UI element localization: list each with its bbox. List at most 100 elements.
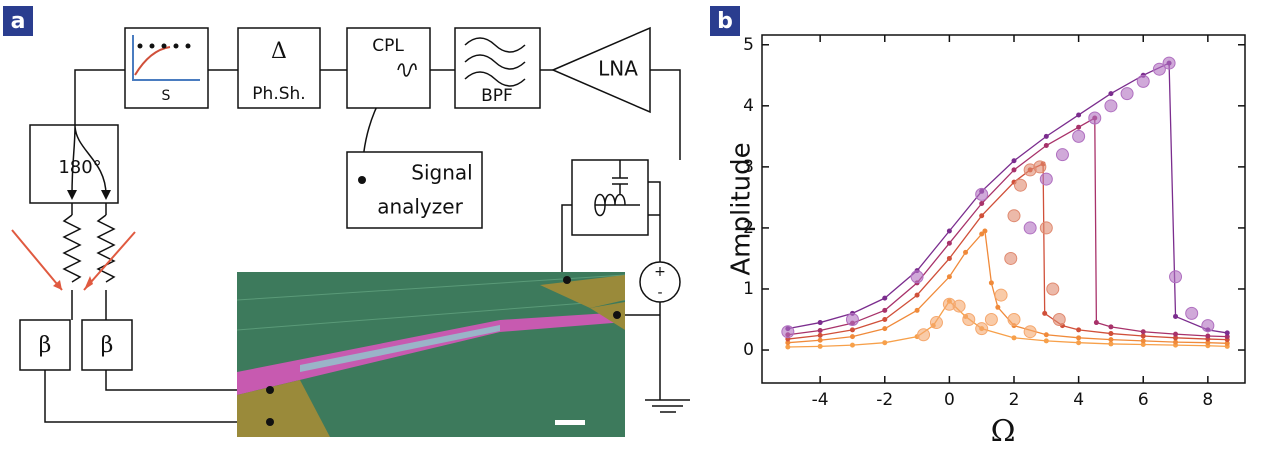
block-label: Ph.Sh. (252, 84, 305, 104)
voltage-source (639, 261, 681, 303)
analyzer-port (358, 176, 366, 184)
data-dot (1108, 331, 1114, 337)
data-circle (781, 325, 795, 339)
data-dot (1108, 324, 1114, 330)
data-dot (817, 327, 823, 333)
block-label: analyzer (377, 195, 463, 219)
series-line (787, 62, 1228, 334)
data-dot (1224, 334, 1230, 340)
block-label: S (162, 88, 171, 104)
data-dot (914, 292, 920, 298)
y-tick-label: 3 (743, 157, 754, 177)
data-dot (988, 280, 994, 286)
y-tick-label: 2 (743, 218, 754, 238)
block-label: LNA (598, 57, 638, 81)
data-dot (882, 326, 888, 332)
block-label: β (101, 333, 114, 358)
block-label: Δ (271, 39, 287, 64)
data-dot (1205, 333, 1211, 339)
block-label: Signal (411, 161, 472, 185)
data-dot (1043, 338, 1049, 344)
x-tick-label: 4 (1073, 390, 1084, 410)
data-circle (1072, 129, 1086, 143)
data-dot (1205, 340, 1211, 346)
data-dot (785, 340, 791, 346)
beta-box (81, 319, 133, 371)
panel-badge (3, 6, 33, 36)
data-dot (849, 334, 855, 340)
data-dot (914, 307, 920, 313)
sweep-axes (132, 35, 200, 81)
data-dot (963, 249, 969, 255)
data-dot (1011, 167, 1017, 173)
data-dot (946, 228, 952, 234)
data-circle (1033, 160, 1047, 174)
x-tick-label: 2 (1009, 390, 1020, 410)
data-dot (995, 304, 1001, 310)
data-dot (1043, 332, 1049, 338)
data-dot (817, 332, 823, 338)
data-dot (1011, 158, 1017, 164)
data-circle (952, 299, 966, 313)
data-circle (917, 328, 931, 342)
data-dot (946, 240, 952, 246)
data-circle (1046, 282, 1060, 296)
y-tick-label: 0 (743, 340, 754, 360)
beta-box (19, 319, 71, 371)
data-dot (1108, 337, 1114, 343)
data-dot (817, 343, 823, 349)
panel-badge (710, 6, 740, 36)
series-line (787, 116, 1228, 338)
data-dot (1108, 341, 1114, 347)
data-dot (1108, 91, 1114, 97)
analyzer-box (346, 151, 483, 229)
splitter-lines (71, 124, 107, 196)
y-tick-label: 4 (743, 96, 754, 116)
data-dot (1224, 330, 1230, 336)
bias-tee-box (571, 159, 649, 236)
sweep-dots (137, 43, 191, 49)
arrowhead (67, 190, 111, 200)
data-circle (1023, 325, 1037, 339)
data-circle (1055, 148, 1069, 162)
panel-b: b Amplitude Ω -4 -2 0 2 4 6 8 0 1 2 3 4 5 (710, 6, 1246, 449)
data-dot (979, 201, 985, 207)
block-label: BPF (481, 86, 513, 106)
x-tick-label: 6 (1138, 390, 1149, 410)
data-dot (1173, 339, 1179, 345)
x-tick-label: -4 (812, 390, 829, 410)
x-tick-label: 0 (944, 390, 955, 410)
data-circle (1104, 99, 1118, 113)
data-circle (1162, 56, 1176, 70)
phase-box (237, 27, 321, 109)
data-circle (962, 313, 976, 327)
data-dot (785, 344, 791, 350)
data-dot (882, 295, 888, 301)
laser-arrow (11, 229, 136, 291)
data-circle (1052, 313, 1066, 327)
data-dot (1140, 338, 1146, 344)
data-circle (845, 313, 859, 327)
data-circle (1201, 319, 1215, 333)
block-label: - (657, 285, 662, 301)
data-dot (1011, 335, 1017, 341)
block-label: 180° (58, 157, 101, 178)
data-circle (1120, 87, 1134, 101)
data-circle (975, 187, 989, 201)
data-dot (849, 342, 855, 348)
data-dot (1076, 335, 1082, 341)
amplifier (551, 26, 651, 114)
data-dot (946, 274, 952, 280)
laser-arrowhead (53, 276, 93, 290)
data-dot (1173, 313, 1179, 319)
data-circle (1007, 313, 1021, 327)
data-circle (1039, 172, 1053, 186)
data-circle (1136, 74, 1150, 88)
block-label: + (654, 264, 666, 280)
panel-a: a S Δ Ph.Sh. CPL BPF LNA Signal analyzer… (3, 6, 690, 437)
data-dot (979, 231, 985, 237)
plot-frame (761, 34, 1246, 384)
sem-image (236, 272, 626, 437)
